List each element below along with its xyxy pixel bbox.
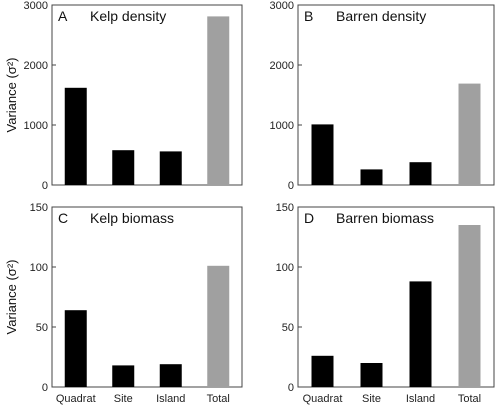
bar-total — [458, 225, 481, 387]
y-tick-label: 0 — [288, 382, 294, 394]
y-tick-label: 150 — [276, 202, 294, 214]
y-tick-label: 0 — [288, 180, 294, 192]
y-tick-label: 100 — [30, 262, 48, 274]
category-label-total: Total — [458, 393, 481, 405]
panel-b: 0 1000 2000 3000 B Barren density — [270, 0, 495, 192]
panel-letter: B — [304, 8, 313, 24]
category-label-island: Island — [156, 393, 185, 405]
plot-frame — [51, 4, 243, 186]
bar-site — [360, 169, 383, 185]
category-label-island: Island — [406, 393, 435, 405]
y-tick-label: 2000 — [24, 60, 48, 72]
bar-site — [112, 365, 135, 387]
bar-quadrat — [311, 355, 334, 387]
category-label-total: Total — [207, 393, 230, 405]
category-label-quadrat: Quadrat — [56, 393, 96, 405]
bar-island — [159, 151, 182, 185]
plot-frame — [297, 206, 495, 388]
y-tick-label: 100 — [276, 262, 294, 274]
bar-total — [207, 265, 230, 387]
panel-title: Barren density — [336, 8, 426, 24]
y-tick-label: 50 — [36, 322, 48, 334]
plot-frame — [51, 206, 243, 388]
panel-d: 0 50 100 150 Quadrat Site Island Total D Barren b… — [276, 202, 495, 405]
bar-total — [458, 83, 481, 185]
bar-total — [207, 16, 230, 186]
panel-letter: C — [58, 210, 68, 226]
category-label-quadrat: Quadrat — [303, 393, 343, 405]
y-tick-label: 150 — [30, 202, 48, 214]
y-tick-label: 50 — [282, 322, 294, 334]
bar-island — [409, 281, 432, 387]
panel-letter: A — [58, 8, 68, 24]
panel-title: Kelp density — [90, 8, 166, 24]
panel-c: 0 50 100 150 Quadrat Site Island Total C Kelp bio… — [4, 202, 243, 405]
y-axis-label: Variance (σ²) — [4, 260, 19, 335]
bar-quadrat — [311, 124, 334, 185]
bar-quadrat — [64, 310, 87, 387]
y-tick-label: 1000 — [24, 120, 48, 132]
y-tick-label: 0 — [42, 180, 48, 192]
y-tick-label: 1000 — [270, 120, 294, 132]
category-label-site: Site — [362, 393, 381, 405]
y-tick-label: 2000 — [270, 60, 294, 72]
bar-island — [159, 364, 182, 387]
y-tick-label: 3000 — [270, 0, 294, 12]
panel-title: Barren biomass — [336, 210, 434, 226]
bar-quadrat — [64, 87, 87, 185]
panel-letter: D — [304, 210, 314, 226]
category-label-site: Site — [114, 393, 133, 405]
bar-island — [409, 162, 432, 185]
bar-site — [360, 363, 383, 387]
plot-frame — [297, 4, 495, 186]
y-tick-label: 3000 — [24, 0, 48, 12]
y-axis-label: Variance (σ²) — [4, 58, 19, 133]
y-tick-label: 0 — [42, 382, 48, 394]
panel-a: 0 1000 2000 3000 A Kelp density Variance (σ²) — [4, 0, 243, 192]
panel-title: Kelp biomass — [90, 210, 174, 226]
bar-site — [112, 150, 135, 185]
